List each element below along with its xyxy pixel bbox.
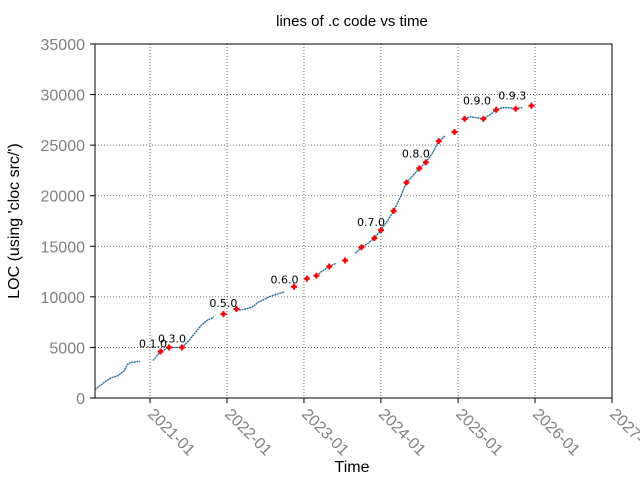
release-label: 0.3.0 bbox=[158, 332, 186, 345]
release-marker bbox=[451, 128, 458, 135]
x-axis: 2021-01 2022-01 2023-01 2024-01 2025-01 2026-… bbox=[144, 398, 640, 459]
marker-dot bbox=[452, 129, 457, 134]
x-tick-label: 2027-01 bbox=[606, 406, 640, 460]
release-marker bbox=[435, 138, 442, 145]
loc-line-segment bbox=[236, 291, 285, 311]
marker-dot bbox=[391, 208, 396, 213]
x-tick-label: 2023-01 bbox=[298, 406, 352, 460]
marker-dot bbox=[423, 160, 428, 165]
y-tick-label: 20000 bbox=[41, 189, 86, 206]
marker-dot bbox=[179, 345, 184, 350]
release-marker bbox=[326, 263, 333, 270]
marker-dot bbox=[327, 264, 332, 269]
marker-dot bbox=[234, 306, 239, 311]
y-axis: 0 5000 10000 15000 20000 25000 30000 35000 bbox=[41, 37, 95, 408]
marker-dot bbox=[221, 312, 226, 317]
release-label: 0.1.0 bbox=[139, 337, 167, 350]
release-marker bbox=[166, 344, 173, 351]
release-marker bbox=[403, 179, 410, 186]
release-marker bbox=[303, 275, 310, 282]
loc-line-segment bbox=[152, 316, 215, 362]
release-marker bbox=[313, 272, 320, 279]
series-markers bbox=[157, 102, 535, 355]
release-marker bbox=[233, 305, 240, 312]
y-tick-label: 30000 bbox=[41, 88, 86, 105]
marker-dot bbox=[304, 276, 309, 281]
y-tick-label: 35000 bbox=[41, 37, 86, 54]
release-label: 0.9.3 bbox=[498, 90, 526, 103]
release-marker bbox=[157, 348, 164, 355]
marker-dot bbox=[167, 345, 172, 350]
release-marker bbox=[512, 105, 519, 112]
marker-dot bbox=[314, 273, 319, 278]
release-marker bbox=[358, 244, 365, 251]
release-label: 0.5.0 bbox=[209, 297, 237, 310]
loc-line-segment bbox=[94, 360, 141, 391]
release-marker bbox=[342, 257, 349, 264]
marker-dot bbox=[513, 106, 518, 111]
marker-dot bbox=[481, 116, 486, 121]
series-line bbox=[94, 107, 523, 391]
release-marker bbox=[291, 283, 298, 290]
loc-line-segment bbox=[464, 107, 523, 120]
annotations: 0.1.00.3.0 0.5.0 0.6.0 0.7.0 0.8.0 0.9.0 0.9.3 bbox=[139, 90, 526, 351]
x-axis-label: Time bbox=[335, 459, 370, 476]
release-marker bbox=[371, 235, 378, 242]
marker-dot bbox=[292, 284, 297, 289]
marker-dot bbox=[343, 258, 348, 263]
y-tick-label: 25000 bbox=[41, 138, 86, 155]
x-tick-label: 2021-01 bbox=[144, 406, 198, 460]
x-tick-label: 2026-01 bbox=[529, 406, 583, 460]
marker-dot bbox=[417, 166, 422, 171]
release-marker bbox=[377, 227, 384, 234]
release-label: 0.9.0 bbox=[463, 95, 491, 108]
release-label: 0.7.0 bbox=[357, 216, 385, 229]
release-marker bbox=[461, 115, 468, 122]
release-marker bbox=[493, 106, 500, 113]
marker-dot bbox=[494, 107, 499, 112]
release-marker bbox=[528, 102, 535, 109]
y-tick-label: 5000 bbox=[49, 340, 85, 357]
marker-dot bbox=[378, 228, 383, 233]
x-tick-label: 2024-01 bbox=[375, 406, 429, 460]
y-tick-label: 15000 bbox=[41, 239, 86, 256]
marker-dot bbox=[529, 103, 534, 108]
release-marker bbox=[220, 311, 227, 318]
release-marker bbox=[422, 159, 429, 166]
loc-line-segment bbox=[315, 262, 337, 277]
marker-dot bbox=[158, 349, 163, 354]
marker-dot bbox=[436, 139, 441, 144]
plot-frame bbox=[94, 43, 613, 399]
y-tick-label: 0 bbox=[76, 391, 85, 408]
marker-dot bbox=[372, 236, 377, 241]
release-label: 0.8.0 bbox=[402, 147, 430, 160]
release-marker bbox=[480, 115, 487, 122]
marker-dot bbox=[404, 180, 409, 185]
chart-title: lines of .c code vs time bbox=[276, 13, 428, 30]
release-marker bbox=[416, 165, 423, 172]
y-axis-label: LOC (using 'cloc src/') bbox=[6, 143, 23, 298]
x-tick-label: 2022-01 bbox=[221, 406, 275, 460]
marker-dot bbox=[462, 116, 467, 121]
loc-line-segment bbox=[354, 135, 446, 254]
release-marker bbox=[390, 207, 397, 214]
marker-dot bbox=[359, 245, 364, 250]
release-label: 0.6.0 bbox=[271, 274, 299, 287]
y-tick-label: 10000 bbox=[41, 290, 86, 307]
release-marker bbox=[178, 344, 185, 351]
x-tick-label: 2025-01 bbox=[452, 406, 506, 460]
